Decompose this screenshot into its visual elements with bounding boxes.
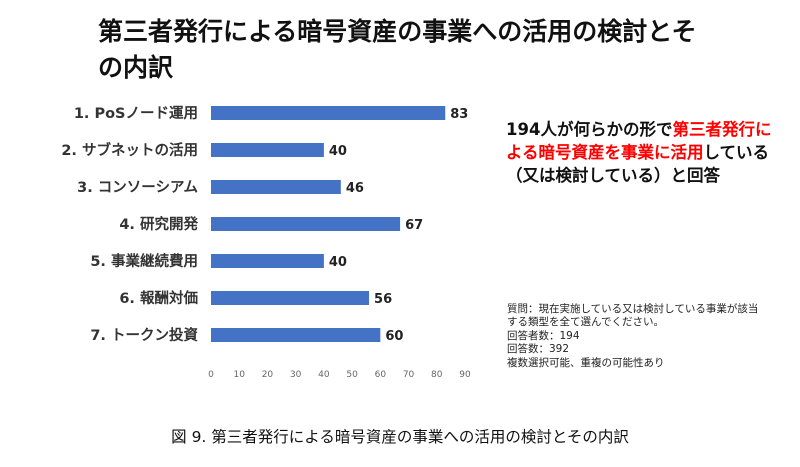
figure-caption: 図 9. 第三者発行による暗号資産の事業への活用の検討とその内訳 (171, 428, 629, 446)
callout-highlight: 第三者発行による暗号資産を事業に活用 (506, 120, 772, 162)
x-tick-labels-group: 0 10 20 30 40 50 60 70 80 90 (208, 370, 471, 380)
note-question: 質問：現在実施している又は検討している事業が該当する類型を全て選んでください。 (507, 303, 759, 329)
bar-5 (211, 254, 324, 268)
bars-group (211, 106, 446, 342)
bar-1 (211, 106, 446, 120)
x-tick-10: 10 (233, 370, 245, 380)
callout-text: 194人が何らかの形で第三者発行による暗号資産を事業に活用している（又は検討して… (506, 118, 776, 187)
value-label-5: 40 (329, 255, 347, 270)
x-tick-50: 50 (346, 370, 358, 380)
x-tick-40: 40 (318, 370, 330, 380)
category-label-5: 5. 事業継続費用 (90, 252, 198, 270)
value-label-6: 56 (374, 292, 392, 307)
x-tick-80: 80 (431, 370, 443, 380)
bar-3 (211, 180, 341, 194)
bar-chart: 1. PoSノード運用 2. サブネットの活用 3. コンソーシアム 4. 研究開発 5… (61, 105, 471, 380)
callout-part1: 194人が何らかの形で (506, 120, 673, 139)
x-tick-30: 30 (290, 370, 302, 380)
value-label-3: 46 (346, 181, 364, 196)
callout-part3: している（又は検討している）と回答 (506, 143, 770, 185)
bar-7 (211, 328, 381, 342)
category-label-3: 3. コンソーシアム (77, 180, 198, 196)
note-respondents: 回答者数：194 (507, 329, 580, 342)
value-label-2: 40 (329, 144, 347, 159)
x-tick-20: 20 (262, 370, 274, 380)
category-label-6: 6. 報酬対価 (119, 289, 198, 307)
bar-6 (211, 291, 370, 305)
category-label-2: 2. サブネットの活用 (61, 141, 198, 159)
x-tick-60: 60 (375, 370, 387, 380)
value-label-1: 83 (450, 107, 468, 122)
value-label-4: 67 (405, 218, 423, 233)
category-label-1: 1. PoSノード運用 (74, 105, 198, 122)
x-tick-70: 70 (403, 370, 415, 380)
value-label-7: 60 (385, 329, 403, 344)
x-tick-0: 0 (208, 370, 214, 380)
note-multiple: 複数選択可能、重複の可能性あり (507, 356, 665, 369)
bar-4 (211, 217, 401, 231)
value-labels-group: 83 40 46 67 40 56 60 (329, 107, 468, 344)
chart-title: 第三者発行による暗号資産の事業への活用の検討とその内訳 (98, 17, 697, 82)
x-tick-90: 90 (459, 370, 471, 380)
category-label-4: 4. 研究開発 (119, 215, 198, 233)
category-label-7: 7. トークン投資 (90, 326, 198, 344)
survey-notes: 質問：現在実施している又は検討している事業が該当する類型を全て選んでください。 … (507, 303, 767, 370)
category-labels-group: 1. PoSノード運用 2. サブネットの活用 3. コンソーシアム 4. 研究開発 5… (61, 105, 198, 344)
bar-2 (211, 143, 324, 157)
note-responses: 回答数：392 (507, 343, 570, 356)
